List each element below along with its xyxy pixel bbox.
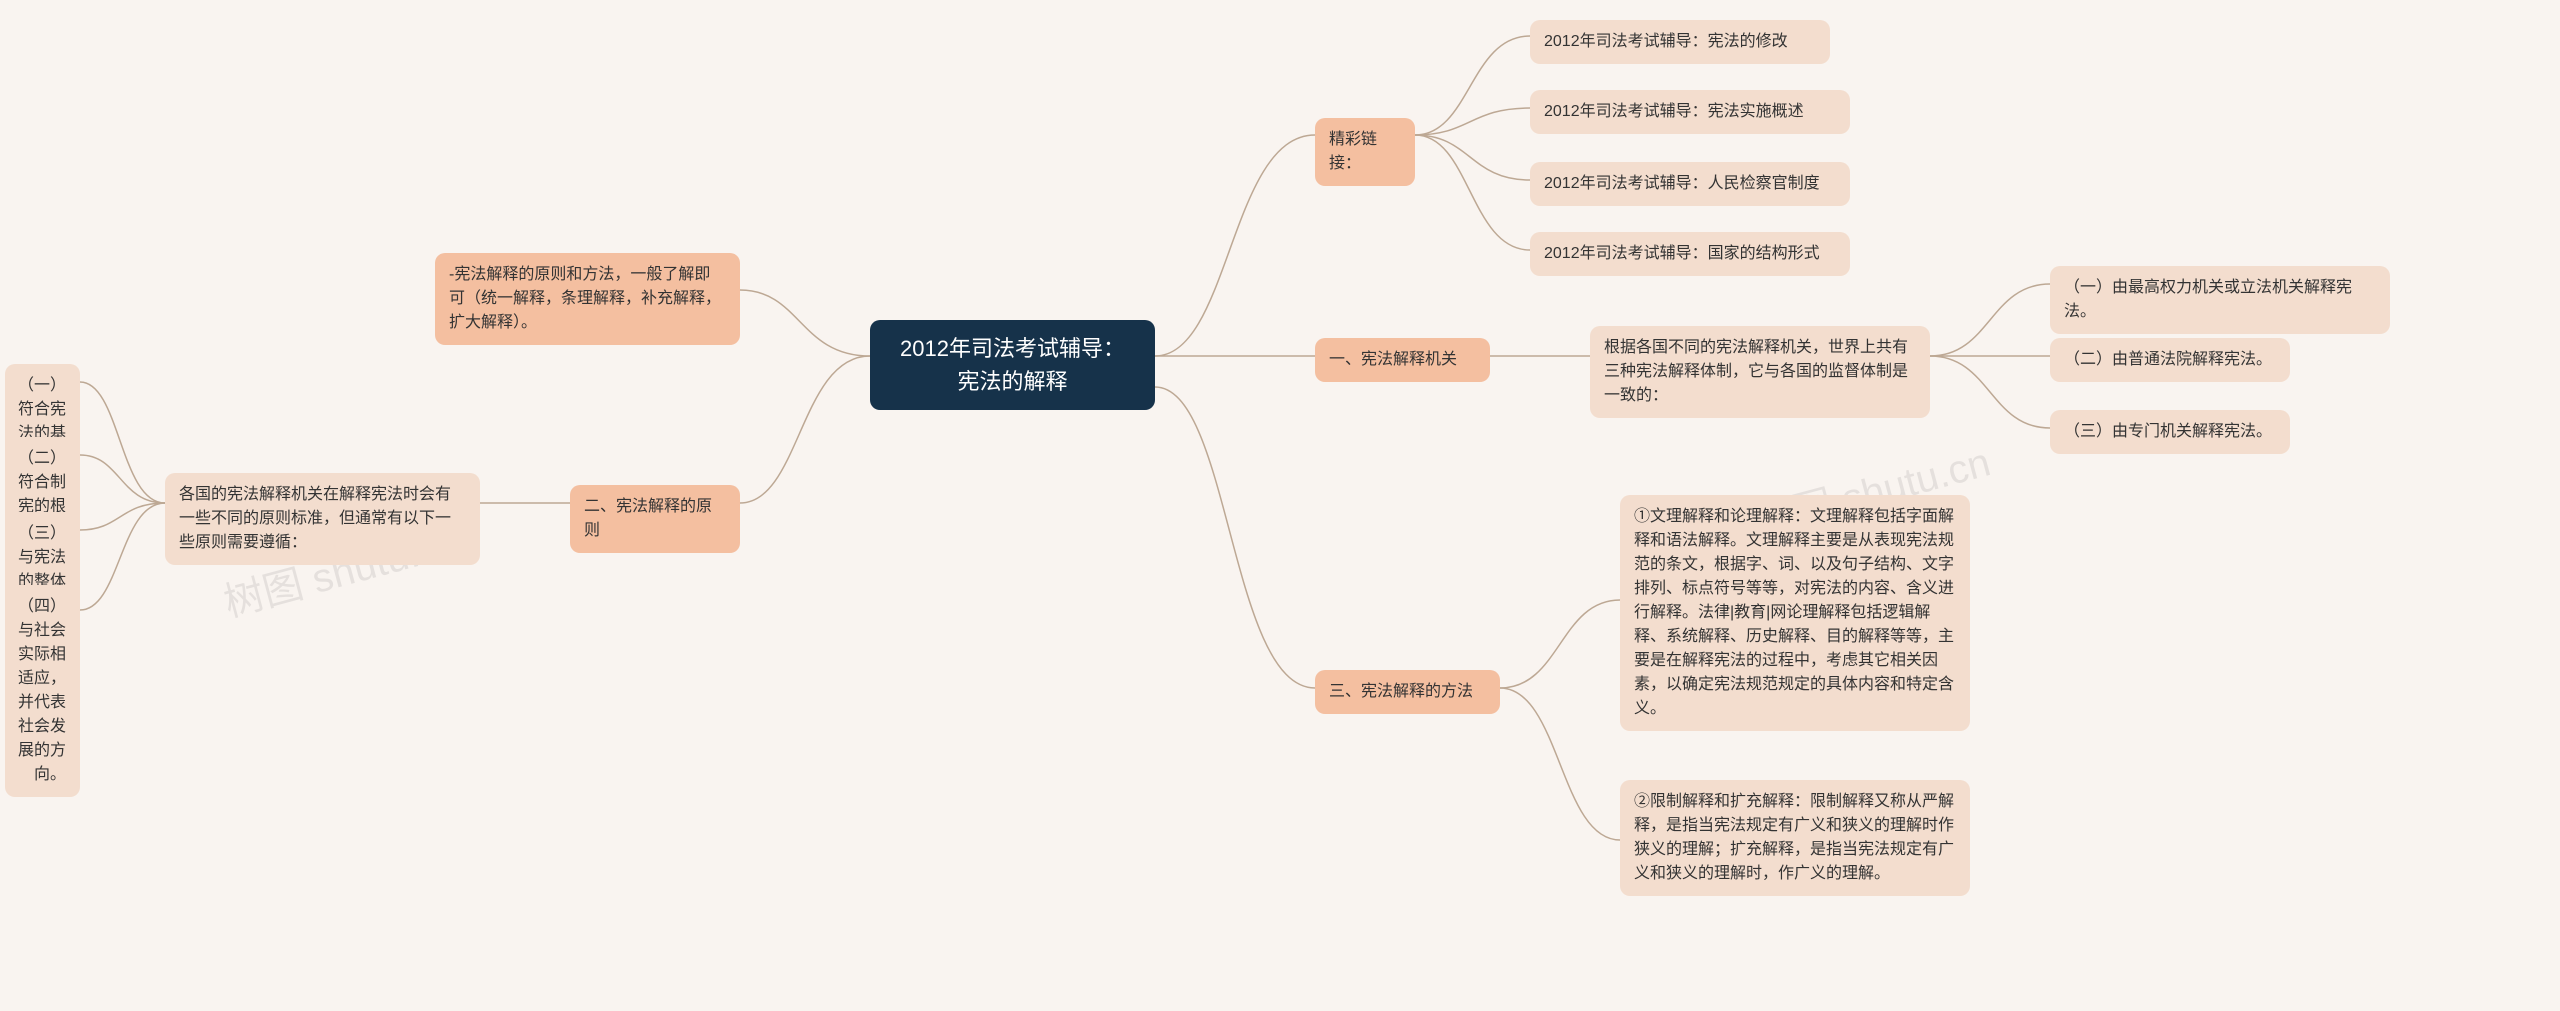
link-item-2[interactable]: 2012年司法考试辅导：宪法实施概述 (1530, 90, 1850, 134)
section-1-desc: 根据各国不同的宪法解释机关，世界上共有三种宪法解释体制，它与各国的监督体制是一致… (1590, 326, 1930, 418)
section-3-item-2: ②限制解释和扩充解释：限制解释又称从严解释，是指当宪法规定有广义和狭义的理解时作… (1620, 780, 1970, 896)
section-3-label: 三、宪法解释的方法 (1315, 670, 1500, 714)
section-2-item-4: （四）与社会实际相适应，并代表社会发展的方向。 (5, 585, 80, 797)
section-2-desc: 各国的宪法解释机关在解释宪法时会有一些不同的原则标准，但通常有以下一些原则需要遵… (165, 473, 480, 565)
left-top-note: -宪法解释的原则和方法，一般了解即可（统一解释，条理解释，补充解释，扩大解释）。 (435, 253, 740, 345)
section-1-label: 一、宪法解释机关 (1315, 338, 1490, 382)
section-2-label: 二、宪法解释的原则 (570, 485, 740, 553)
section-1-item-2: （二）由普通法院解释宪法。 (2050, 338, 2290, 382)
link-item-4[interactable]: 2012年司法考试辅导：国家的结构形式 (1530, 232, 1850, 276)
section-1-item-3: （三）由专门机关解释宪法。 (2050, 410, 2290, 454)
links-label: 精彩链接： (1315, 118, 1415, 186)
link-item-1[interactable]: 2012年司法考试辅导：宪法的修改 (1530, 20, 1830, 64)
root-node: 2012年司法考试辅导：宪法的解释 (870, 320, 1155, 410)
link-item-3[interactable]: 2012年司法考试辅导：人民检察官制度 (1530, 162, 1850, 206)
section-3-item-1: ①文理解释和论理解释：文理解释包括字面解释和语法解释。文理解释主要是从表现宪法规… (1620, 495, 1970, 731)
section-1-item-1: （一）由最高权力机关或立法机关解释宪法。 (2050, 266, 2390, 334)
